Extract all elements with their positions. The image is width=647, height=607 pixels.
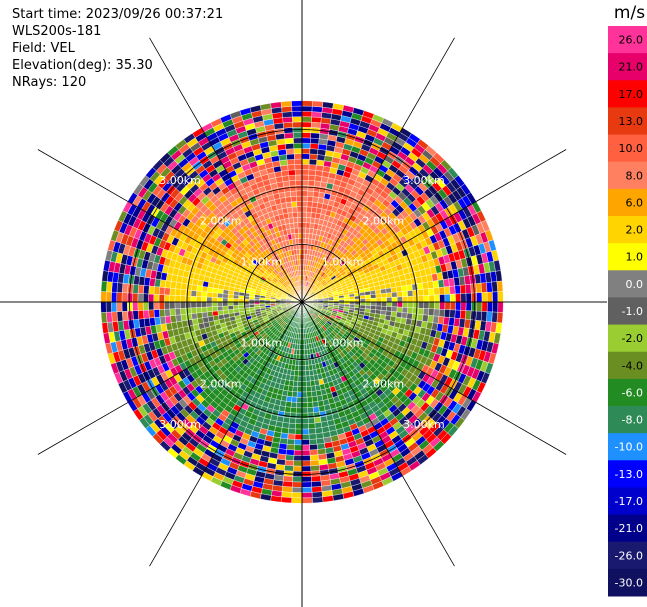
colorbar-tick-label: 8.0 (626, 169, 644, 182)
colorbar-tick-label: -4.0 (622, 359, 643, 372)
colorbar-tick-label: 0.0 (626, 278, 644, 291)
colorbar-tick-label: 1.0 (626, 251, 644, 264)
colorbar-tick-label: -30.0 (615, 576, 643, 589)
colorbar-tick-label: 21.0 (619, 61, 644, 74)
colorbar-tick-label: -6.0 (622, 386, 643, 399)
colorbar-tick-label: -10.0 (615, 441, 643, 454)
colorbar-tick-label: -21.0 (615, 522, 643, 535)
colorbar-tick-label: 13.0 (619, 115, 644, 128)
colorbar-tick-label: -2.0 (622, 332, 643, 345)
colorbar-tick-label: -17.0 (615, 495, 643, 508)
colorbar-tick-label: -1.0 (622, 305, 643, 318)
colorbar-tick-label: 6.0 (626, 196, 644, 209)
colorbar-tick-label: -13.0 (615, 468, 643, 481)
velocity-field (100, 100, 504, 504)
colorbar-unit: m/s (614, 3, 645, 23)
colorbar-tick-label: -8.0 (622, 414, 643, 427)
colorbar-tick-label: 26.0 (619, 34, 644, 47)
colorbar-tick-label: 17.0 (619, 88, 644, 101)
colorbar-tick-label: -26.0 (615, 549, 643, 562)
colorbar-tick-label: 10.0 (619, 142, 644, 155)
colorbar-tick-label: 2.0 (626, 224, 644, 237)
